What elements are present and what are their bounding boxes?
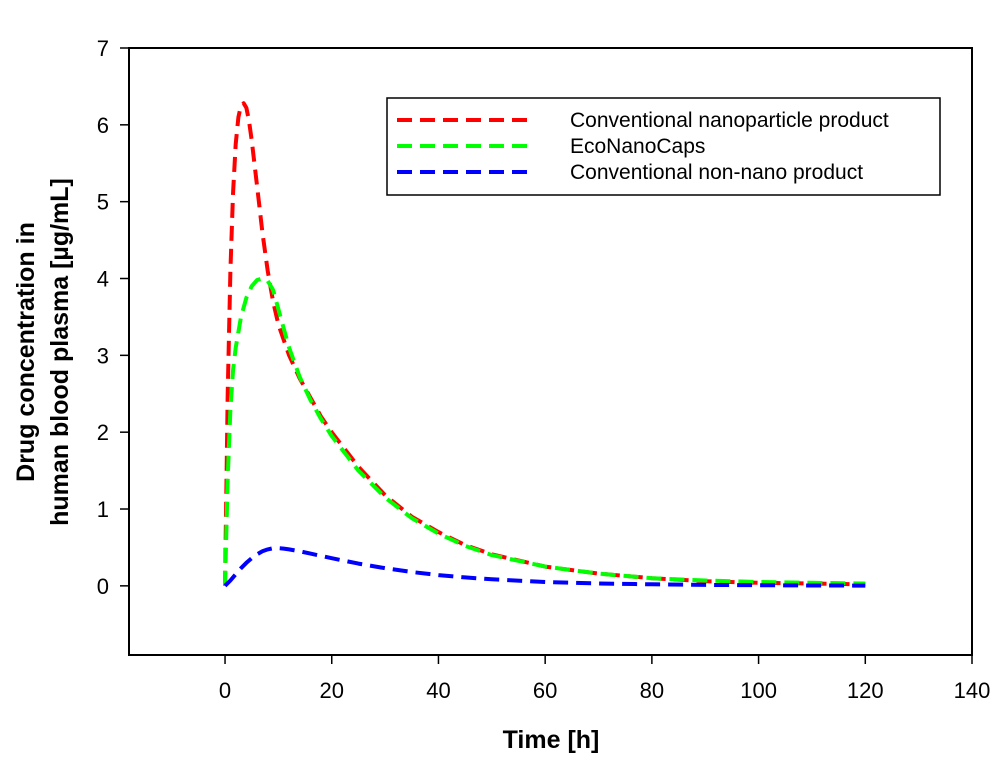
x-axis-ticks: 0 20 40 60 80 100 120 140 — [219, 655, 990, 703]
x-tick-label: 60 — [533, 678, 557, 703]
legend: Conventional nanoparticle product EcoNano… — [386, 97, 941, 196]
x-tick-label: 120 — [847, 678, 884, 703]
y-axis-title: Drug concentration in human blood plasma… — [12, 178, 74, 526]
x-tick-label: 0 — [219, 678, 231, 703]
x-axis-title: Time [h] — [503, 726, 600, 754]
legend-label-1: Conventional nanoparticle product — [570, 109, 889, 132]
y-tick-label: 0 — [97, 574, 109, 599]
y-tick-label: 4 — [97, 267, 109, 292]
series-lines — [223, 101, 866, 588]
x-tick-label: 80 — [640, 678, 664, 703]
x-tick-label: 100 — [740, 678, 777, 703]
x-tick-label: 20 — [320, 678, 344, 703]
y-tick-label: 7 — [97, 36, 109, 61]
y-tick-label: 1 — [97, 497, 109, 522]
y-axis-ticks: 0 1 2 3 4 5 6 7 — [97, 36, 129, 599]
y-tick-label: 6 — [97, 113, 109, 138]
series-line-2 — [223, 276, 866, 586]
y-tick-label: 2 — [97, 420, 109, 445]
legend-label-3: Conventional non-nano product — [570, 161, 863, 184]
x-tick-label: 40 — [426, 678, 450, 703]
plot-frame — [128, 47, 973, 656]
legend-label-2: EcoNanoCaps — [570, 135, 705, 158]
series-line-3 — [223, 546, 866, 588]
y-tick-label: 5 — [97, 190, 109, 215]
series-line-1 — [223, 101, 866, 587]
y-tick-label: 3 — [97, 343, 109, 368]
y-axis-title-line-2: human blood plasma [µg/mL] — [46, 178, 74, 526]
x-tick-label: 140 — [954, 678, 991, 703]
y-axis-title-line-1: Drug concentration in — [12, 222, 40, 482]
